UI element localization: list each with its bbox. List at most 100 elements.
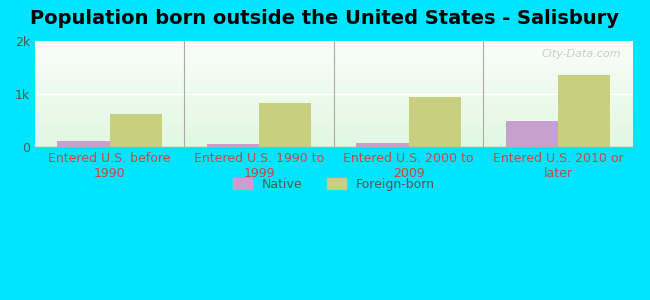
Bar [35,114,632,115]
Bar [35,82,632,83]
Bar [35,125,632,126]
Bar [35,73,632,74]
Bar [35,80,632,81]
Bar [35,112,632,113]
Bar [35,45,632,46]
Bar [35,69,632,70]
Bar [35,46,632,47]
Bar [57,141,110,147]
Bar [35,107,632,108]
Bar [35,106,632,107]
Bar [35,85,632,87]
Bar [35,61,632,62]
Bar [35,140,632,141]
Bar [35,96,632,97]
Bar [259,103,311,147]
Bar [35,41,632,42]
Bar [35,133,632,134]
Bar [35,78,632,79]
Bar [207,145,259,147]
Bar [35,56,632,57]
Bar [35,111,632,112]
Bar [35,91,632,92]
Bar [409,97,461,147]
Bar [35,44,632,45]
Bar [35,98,632,99]
Bar [35,90,632,91]
Bar [35,100,632,101]
Bar [35,62,632,63]
Bar [35,89,632,90]
Bar [35,115,632,116]
Bar [35,55,632,56]
Bar [35,99,632,101]
Bar [35,105,632,106]
Bar [35,92,632,93]
Bar [35,67,632,68]
Bar [35,75,632,76]
Bar [35,146,632,147]
Bar [35,64,632,65]
Bar [35,117,632,119]
Bar [35,47,632,48]
Bar [558,76,610,147]
Bar [35,128,632,129]
Bar [35,141,632,142]
Bar [35,83,632,85]
Bar [35,95,632,96]
Bar [35,65,632,67]
Text: City-Data.com: City-Data.com [541,50,621,59]
Bar [35,130,632,131]
Bar [35,42,632,43]
Bar [35,139,632,140]
Bar [35,110,632,111]
Bar [35,50,632,51]
Bar [35,121,632,122]
Bar [35,85,632,86]
Bar [35,87,632,88]
Bar [35,145,632,146]
Bar [35,79,632,80]
Legend: Native, Foreign-born: Native, Foreign-born [227,173,440,196]
Bar [35,143,632,144]
Bar [110,114,162,147]
Bar [35,58,632,59]
Bar [35,101,632,103]
Bar [506,121,558,147]
Bar [35,126,632,127]
Bar [35,59,632,60]
Bar [35,76,632,77]
Bar [356,143,409,147]
Bar [35,48,632,50]
Bar [35,122,632,123]
Bar [35,119,632,121]
Bar [35,124,632,125]
Bar [35,127,632,128]
Bar [35,113,632,114]
Bar [35,138,632,139]
Bar [35,108,632,109]
Bar [35,103,632,105]
Bar [35,93,632,94]
Text: Population born outside the United States - Salisbury: Population born outside the United State… [31,9,619,28]
Bar [35,77,632,78]
Bar [35,74,632,75]
Bar [35,129,632,130]
Bar [35,53,632,54]
Bar [35,109,632,110]
Bar [35,43,632,44]
Bar [35,52,632,53]
Bar [35,118,632,119]
Bar [35,54,632,55]
Bar [35,72,632,73]
Bar [35,70,632,71]
Bar [35,123,632,124]
Bar [35,144,632,145]
Bar [35,71,632,72]
Bar [35,60,632,61]
Bar [35,134,632,136]
Bar [35,68,632,69]
Bar [35,94,632,95]
Bar [35,116,632,117]
Bar [35,136,632,138]
